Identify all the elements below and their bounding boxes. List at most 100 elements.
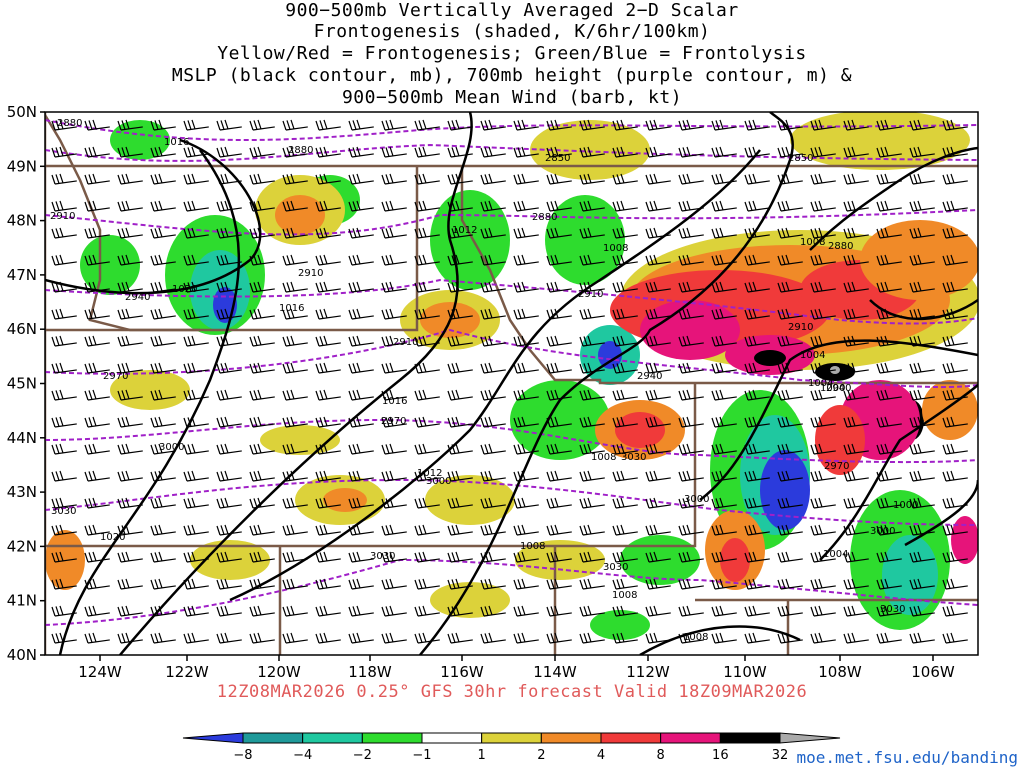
wind-barb [810, 389, 836, 401]
height-label: 2970 [824, 461, 849, 472]
wind-barb [909, 443, 935, 455]
colorbar-segment [660, 732, 721, 744]
wind-barb [381, 389, 407, 401]
wind-barb [381, 200, 407, 212]
wind-barb [876, 146, 902, 158]
wind-barb [150, 443, 176, 455]
wind-barb [381, 551, 407, 563]
wind-barb [777, 578, 803, 590]
wind-barb [315, 254, 341, 266]
wind-barb [282, 497, 308, 509]
wind-barb [84, 254, 110, 266]
wind-barb [315, 551, 341, 563]
credit-link[interactable]: moe.met.fsu.edu/banding [796, 748, 1018, 767]
wind-barb [579, 281, 605, 293]
wind-barb [51, 227, 77, 239]
wind-barb [876, 389, 902, 401]
wind-barb [282, 146, 308, 158]
height-label: 2880 [288, 145, 313, 156]
wind-barb [777, 308, 803, 320]
wind-barb [579, 470, 605, 482]
wind-barb [843, 119, 869, 131]
wind-barb [348, 308, 374, 320]
wind-barb [414, 524, 440, 536]
wind-barb [117, 578, 143, 590]
wind-barbs [51, 119, 968, 644]
mslp-label: 1008 [520, 541, 545, 552]
wind-barb [183, 605, 209, 617]
wind-barb [711, 254, 737, 266]
wind-barb [480, 524, 506, 536]
wind-barb [249, 227, 275, 239]
wind-barb [216, 227, 242, 239]
wind-barb [810, 335, 836, 347]
wind-barb [612, 200, 638, 212]
wind-barb [282, 416, 308, 428]
wind-barb [678, 443, 704, 455]
wind-barb [480, 254, 506, 266]
wind-barb [942, 281, 968, 293]
wind-barb [447, 173, 473, 185]
lon-label: 122W [165, 663, 209, 681]
lat-label: 40N [7, 646, 37, 664]
wind-barb [678, 200, 704, 212]
wind-barb [414, 227, 440, 239]
wind-barb [942, 551, 968, 563]
wind-barb [249, 551, 275, 563]
height-label: 2850 [788, 153, 813, 164]
wind-barb [711, 605, 737, 617]
wind-barb [843, 551, 869, 563]
wind-barb [843, 389, 869, 401]
wind-barb [447, 281, 473, 293]
wind-barb [183, 497, 209, 509]
wind-barb [216, 119, 242, 131]
wind-barb [447, 362, 473, 374]
wind-barb [777, 254, 803, 266]
lon-label: 108W [818, 663, 862, 681]
wind-barb [579, 389, 605, 401]
wind-barb [843, 254, 869, 266]
wind-barb [150, 578, 176, 590]
wind-barb [909, 416, 935, 428]
wind-barb [249, 470, 275, 482]
wind-barb [51, 308, 77, 320]
wind-barb [117, 281, 143, 293]
wind-barb [480, 362, 506, 374]
height-label: 3000 [870, 526, 895, 537]
wind-barb [843, 173, 869, 185]
wind-barb [249, 200, 275, 212]
wind-barb [348, 227, 374, 239]
wind-barb [249, 497, 275, 509]
wind-barb [480, 146, 506, 158]
wind-barb [117, 173, 143, 185]
wind-barb [810, 443, 836, 455]
mslp-label: 1008 [591, 452, 616, 463]
wind-barb [480, 389, 506, 401]
wind-barb [810, 470, 836, 482]
lon-label: 114W [533, 663, 577, 681]
colorbar-label: 4 [597, 748, 605, 763]
colorbar-segment [361, 732, 423, 744]
wind-barb [381, 578, 407, 590]
colorbar-label: 8 [657, 748, 665, 763]
wind-barb [777, 416, 803, 428]
valid-time-text: 12Z08MAR2026 0.25° GFS 30hr forecast Val… [216, 682, 808, 702]
wind-barb [744, 605, 770, 617]
wind-barb [381, 362, 407, 374]
title-line-5: 900−500mb Mean Wind (barb, kt) [341, 87, 683, 108]
wind-barb [51, 497, 77, 509]
mslp-label: 1008 [800, 237, 825, 248]
title-line-2: Frontogenesis (shaded, K/6hr/100km) [313, 21, 711, 42]
wind-barb [579, 632, 605, 644]
wind-barb [447, 389, 473, 401]
mslp-label: 1012 [452, 225, 477, 236]
wind-barb [612, 227, 638, 239]
wind-barb [942, 389, 968, 401]
wind-barb [447, 443, 473, 455]
wind-barb [183, 335, 209, 347]
lat-label: 48N [7, 212, 37, 230]
wind-barb [117, 200, 143, 212]
wind-barb [51, 254, 77, 266]
wind-barb [51, 335, 77, 347]
wind-barb [216, 362, 242, 374]
